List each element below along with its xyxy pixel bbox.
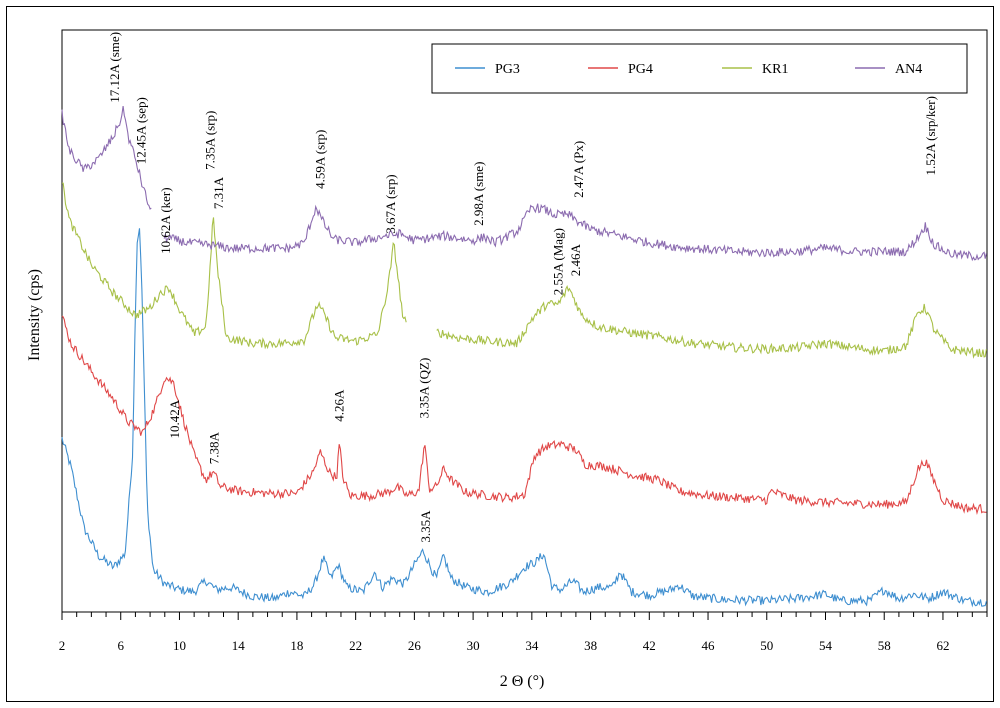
x-tick-label: 62 <box>936 638 949 653</box>
peak-annotation: 1.52A (srp/ker) <box>923 96 938 175</box>
peak-annotation: 3.35A (QZ) <box>417 358 432 419</box>
x-axis-title: 2 Θ (°) <box>500 673 545 690</box>
x-tick-label: 50 <box>760 638 773 653</box>
peak-annotation: 10.62A (ker) <box>158 187 173 253</box>
peak-annotation: 17.12A (sme) <box>107 32 122 103</box>
x-tick-label: 14 <box>232 638 246 653</box>
peak-annotation: 2.55A (Mag) <box>550 228 565 295</box>
annotations: 17.12A (sme) 12.45A (sep) 10.62A (ker) 7.35… <box>107 32 938 543</box>
x-tick-label: 6 <box>117 638 124 653</box>
plot-area <box>61 29 988 613</box>
legend-label-pg4: PG4 <box>628 62 653 77</box>
x-tick-label: 22 <box>349 638 362 653</box>
peak-annotation: 3.67A (srp) <box>383 174 398 233</box>
peak-annotation: 7.38A <box>207 432 222 465</box>
peak-annotation: 7.35A (srp) <box>202 111 217 170</box>
legend-label-an4: AN4 <box>895 62 922 77</box>
peak-annotation: 7.31A <box>211 176 226 209</box>
series-line-pg4 <box>61 315 987 516</box>
plot-border <box>61 29 988 613</box>
legend-label-kr1: KR1 <box>762 62 788 77</box>
series-line-an4 <box>61 106 987 262</box>
series-group <box>61 106 987 608</box>
x-tick-label: 18 <box>290 638 303 653</box>
x-tick-label: 58 <box>878 638 891 653</box>
axes: 2 6 10 14 18 22 26 30 34 38 42 46 50 54 58 62 <box>59 612 988 653</box>
peak-annotation: 2.47A (Px) <box>571 141 586 198</box>
y-axis-title: Intensity (cps) <box>26 269 43 361</box>
x-tick-label: 38 <box>584 638 597 653</box>
x-tick-label: 30 <box>467 638 480 653</box>
peak-annotation: 2.98A (sme) <box>471 162 486 226</box>
peak-annotation: 4.26A <box>332 389 347 422</box>
x-tick-label: 10 <box>173 638 186 653</box>
legend-label-pg3: PG3 <box>495 62 520 77</box>
x-tick-label: 2 <box>59 638 66 653</box>
peak-annotation: 4.59A (srp) <box>312 130 327 189</box>
x-tick-label: 46 <box>702 638 716 653</box>
x-tick-label: 26 <box>408 638 422 653</box>
series-line-kr1 <box>61 182 987 359</box>
series-line-pg3 <box>61 228 987 608</box>
peak-annotation: 3.35A <box>418 510 433 543</box>
x-tick-label: 34 <box>525 638 539 653</box>
x-tick-label: 54 <box>819 638 833 653</box>
peak-annotation: 2.46A <box>568 243 583 276</box>
legend: PG3 PG4 KR1 AN4 <box>431 43 968 94</box>
x-tick-label: 42 <box>643 638 656 653</box>
peak-annotation: 12.45A (sep) <box>133 97 148 164</box>
peak-annotation: 10.42A <box>167 399 182 438</box>
